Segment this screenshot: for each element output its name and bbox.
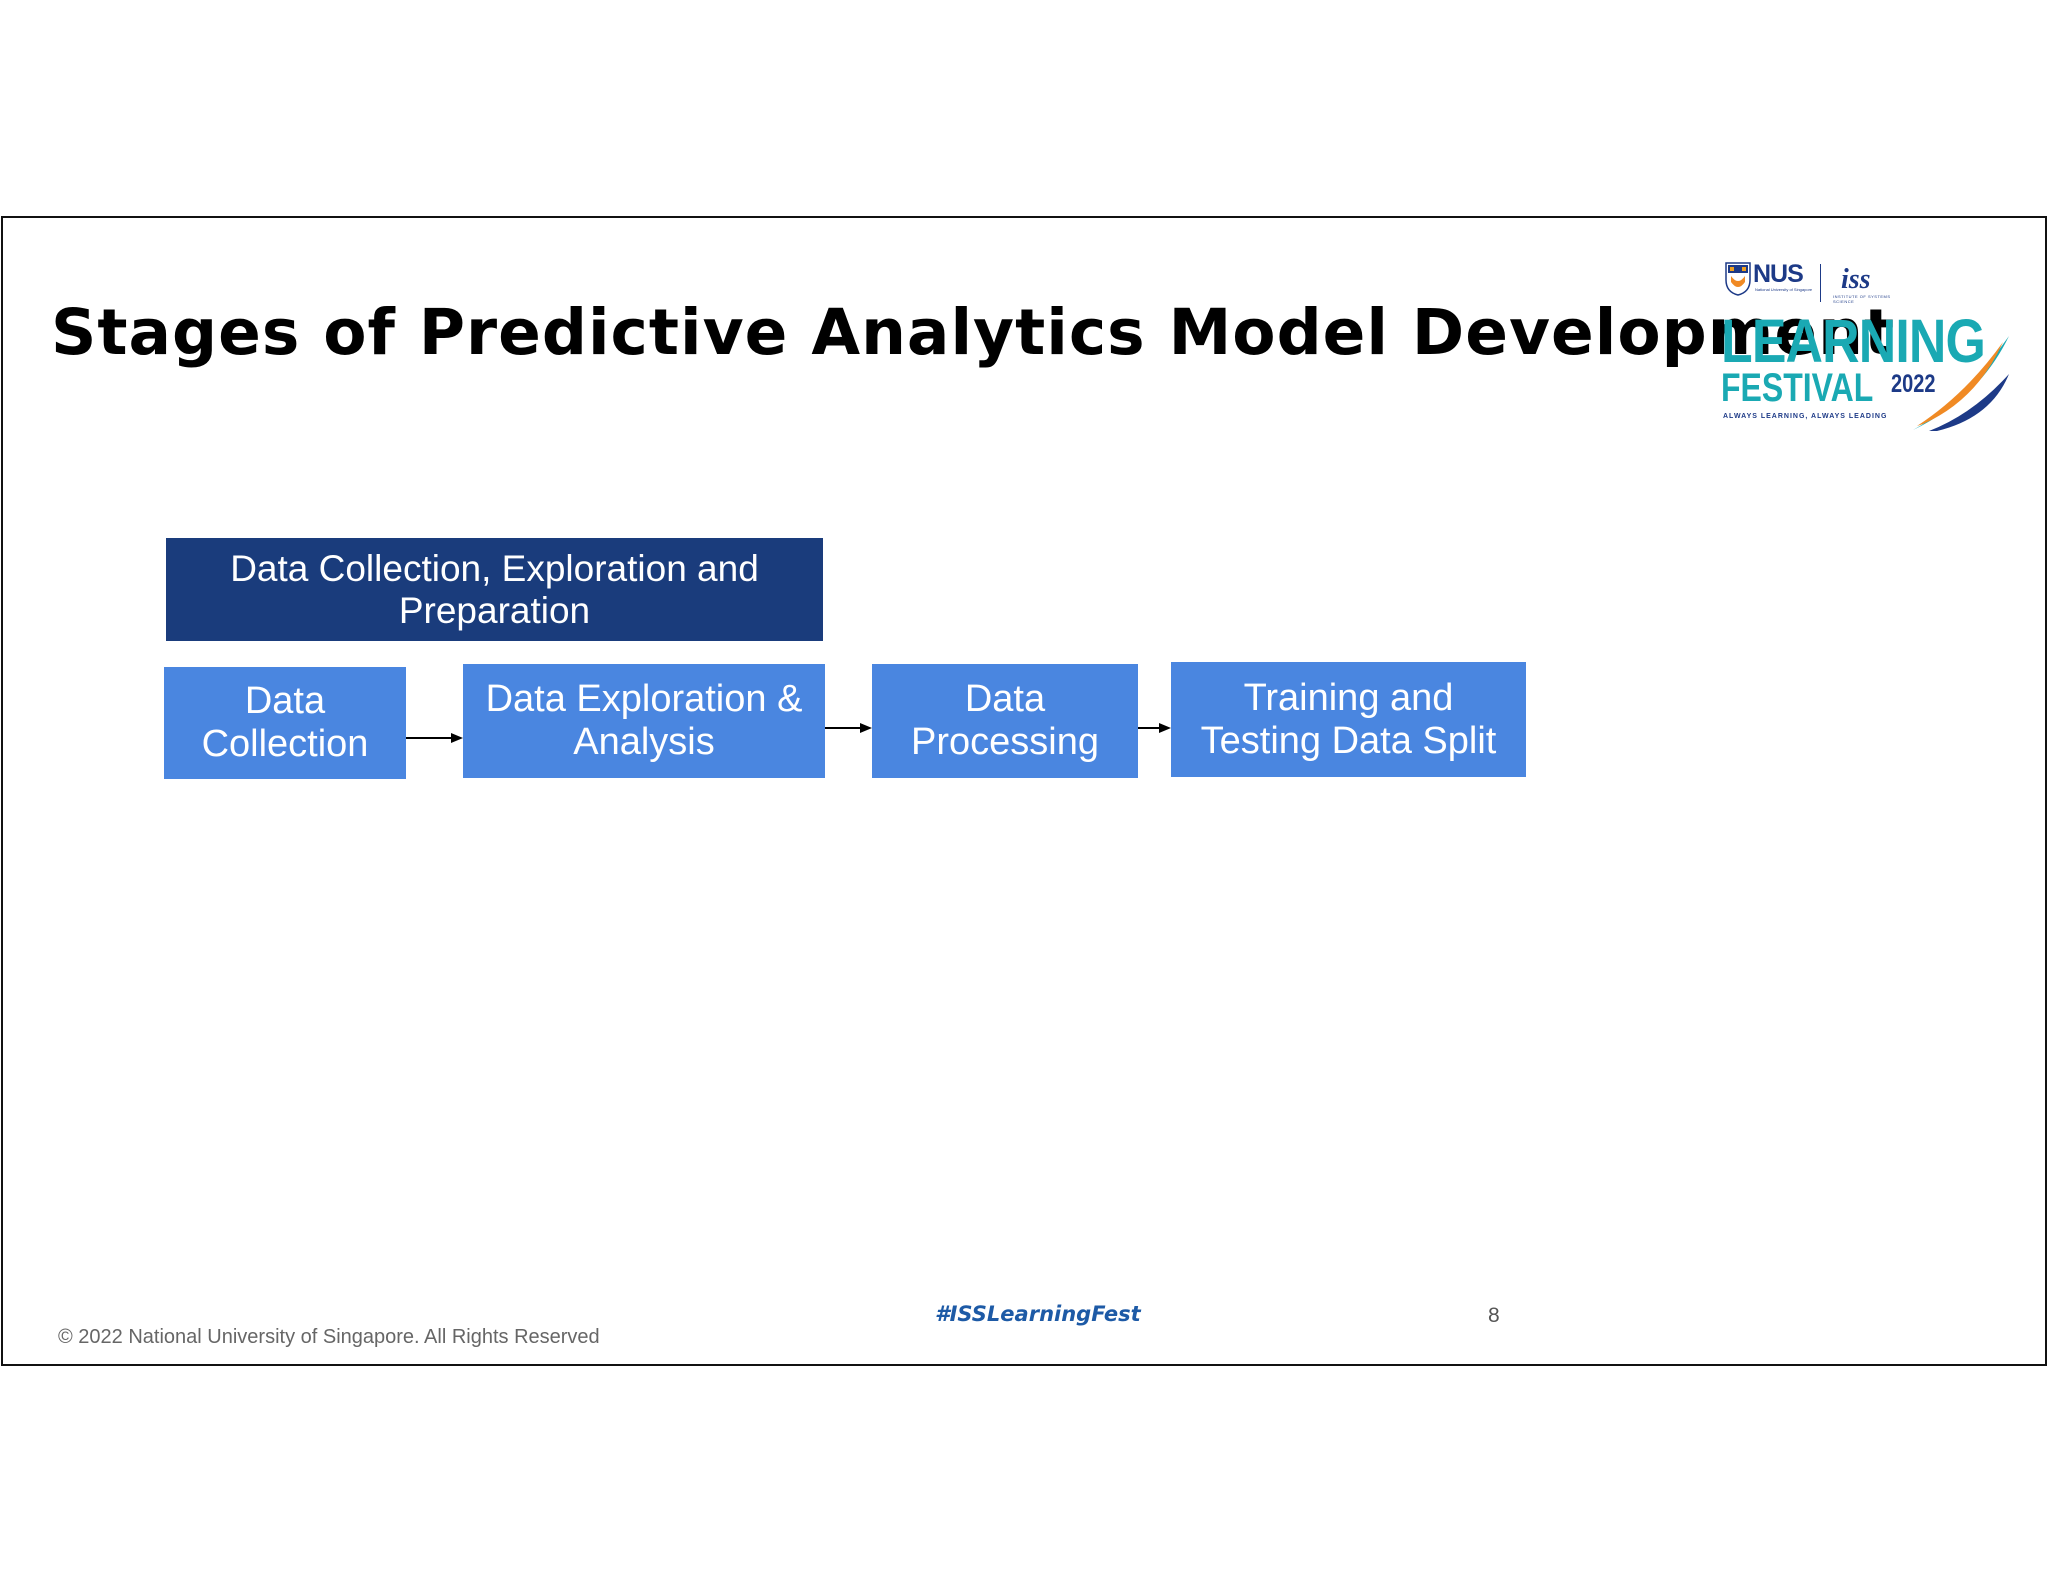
slide-title: Stages of Predictive Analytics Model Dev… xyxy=(51,296,1896,369)
logo-tagline: ALWAYS LEARNING, ALWAYS LEADING xyxy=(1723,413,1888,420)
nus-wordmark: NUS xyxy=(1753,260,1804,288)
stage-box-data-processing: Data Processing xyxy=(872,664,1138,778)
nus-subtitle: National University of Singapore xyxy=(1755,287,1813,292)
iss-subtitle: INSTITUTE OF SYSTEMS SCIENCE xyxy=(1833,294,1891,304)
page-number: 8 xyxy=(1488,1304,1500,1327)
logo-divider xyxy=(1820,264,1821,302)
logo-learning-text: LEARNING xyxy=(1721,307,1986,375)
logo-year-text: 2022 xyxy=(1891,370,1936,398)
stage-box-data-collection: Data Collection xyxy=(164,667,406,779)
logo-festival-text: FESTIVAL xyxy=(1721,366,1874,410)
nus-crest-icon xyxy=(1725,262,1751,296)
swoosh-icon xyxy=(1913,336,2009,431)
arrow-1-to-2 xyxy=(406,733,463,743)
copyright-text: © 2022 National University of Singapore.… xyxy=(58,1326,600,1348)
slide: Stages of Predictive Analytics Model Dev… xyxy=(1,216,2047,1366)
group-label-box: Data Collection, Exploration and Prepara… xyxy=(166,538,823,641)
stage-box-data-exploration: Data Exploration & Analysis xyxy=(463,664,825,778)
arrow-2-to-3 xyxy=(825,723,872,733)
learning-festival-logo: NUS National University of Singapore iss… xyxy=(1721,260,2011,431)
arrow-3-to-4 xyxy=(1138,723,1171,733)
stage-box-train-test-split: Training and Testing Data Split xyxy=(1171,662,1526,777)
iss-wordmark: iss xyxy=(1841,264,1871,295)
hashtag-text: #ISSLearningFest xyxy=(935,1302,1141,1326)
